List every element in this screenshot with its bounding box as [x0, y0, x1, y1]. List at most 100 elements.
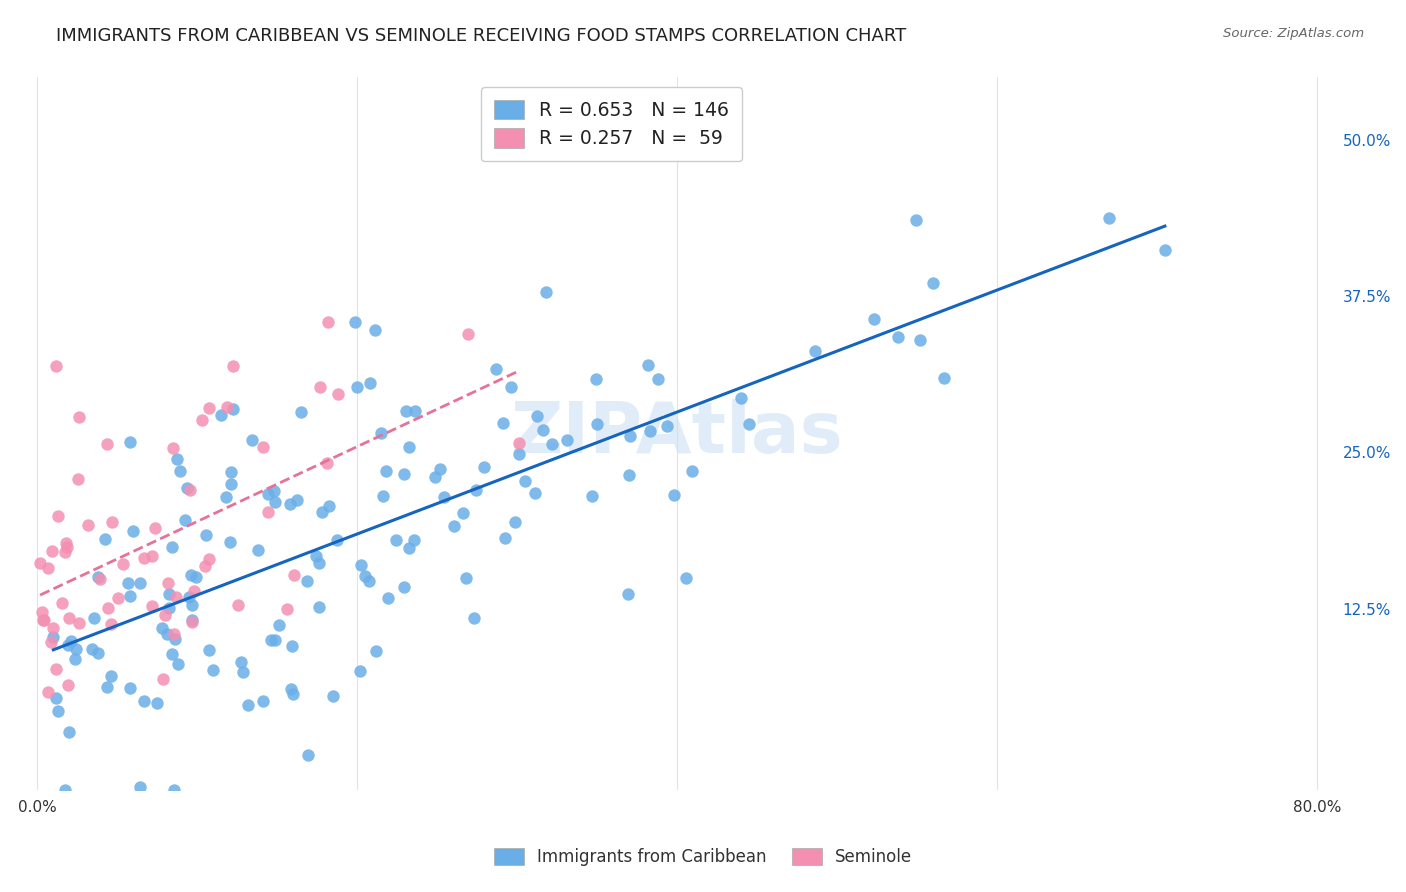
Point — [80, 642, 103, 657]
Point — [373, 489, 395, 503]
Point — [180, 599, 202, 613]
Point — [58, 611, 80, 625]
Point — [252, 440, 274, 454]
Point — [117, 575, 139, 590]
Point — [226, 599, 249, 613]
Point — [219, 465, 242, 479]
Point — [328, 386, 350, 401]
Point — [377, 591, 399, 606]
Point — [219, 477, 242, 491]
Point — [503, 516, 526, 530]
Point — [121, 524, 143, 538]
Point — [531, 423, 554, 437]
Point — [647, 372, 669, 386]
Point — [675, 571, 697, 585]
Point — [316, 315, 339, 329]
Text: Source: ZipAtlas.com: Source: ZipAtlas.com — [1223, 27, 1364, 40]
Point — [153, 608, 176, 623]
Point — [157, 575, 180, 590]
Point — [32, 613, 55, 627]
Point — [326, 533, 349, 548]
Point — [55, 540, 77, 554]
Point — [83, 611, 105, 625]
Point — [269, 618, 291, 632]
Point — [499, 380, 522, 394]
Point — [177, 590, 200, 604]
Point — [318, 499, 340, 513]
Point — [494, 532, 516, 546]
Point — [197, 401, 219, 415]
Point — [295, 574, 318, 588]
Point — [276, 602, 298, 616]
Point — [508, 447, 530, 461]
Point — [202, 663, 225, 677]
Point — [264, 632, 287, 647]
Point — [181, 615, 204, 630]
Point — [162, 648, 184, 662]
Point — [87, 646, 110, 660]
Point — [398, 440, 420, 454]
Point — [56, 678, 79, 692]
Point — [41, 543, 63, 558]
Point — [316, 456, 339, 470]
Point — [101, 515, 124, 529]
Point — [176, 481, 198, 495]
Text: IMMIGRANTS FROM CARIBBEAN VS SEMINOLE RECEIVING FOOD STAMPS CORRELATION CHART: IMMIGRANTS FROM CARIBBEAN VS SEMINOLE RE… — [56, 27, 907, 45]
Point — [540, 437, 562, 451]
Point — [163, 782, 186, 797]
Point — [209, 409, 232, 423]
Point — [260, 633, 283, 648]
Point — [738, 417, 761, 432]
Point — [385, 533, 408, 547]
Point — [616, 587, 638, 601]
Point — [637, 358, 659, 372]
Point — [370, 426, 392, 441]
Point — [181, 613, 204, 627]
Point — [162, 541, 184, 555]
Point — [492, 416, 515, 430]
Point — [281, 687, 304, 701]
Point — [453, 506, 475, 520]
Point — [89, 572, 111, 586]
Point — [194, 558, 217, 573]
Point — [429, 462, 451, 476]
Point — [129, 780, 152, 794]
Point — [100, 616, 122, 631]
Point — [42, 621, 65, 635]
Point — [159, 601, 181, 615]
Point — [730, 391, 752, 405]
Point — [146, 696, 169, 710]
Point — [1098, 211, 1121, 226]
Point — [395, 404, 418, 418]
Point — [354, 569, 377, 583]
Point — [94, 532, 117, 546]
Point — [111, 557, 134, 571]
Point — [305, 549, 328, 563]
Point — [585, 372, 607, 386]
Point — [555, 434, 578, 448]
Point — [218, 534, 240, 549]
Point — [197, 552, 219, 566]
Point — [263, 495, 285, 509]
Point — [162, 442, 184, 456]
Point — [454, 571, 477, 585]
Point — [221, 359, 243, 374]
Point — [297, 748, 319, 763]
Point — [263, 484, 285, 499]
Point — [77, 518, 100, 533]
Point — [464, 483, 486, 497]
Point — [257, 504, 280, 518]
Point — [921, 277, 943, 291]
Point — [904, 213, 927, 227]
Point — [59, 633, 82, 648]
Point — [1154, 243, 1177, 257]
Point — [280, 682, 302, 697]
Point — [350, 558, 373, 572]
Point — [163, 626, 186, 640]
Point — [229, 656, 252, 670]
Point — [45, 662, 67, 676]
Point — [163, 632, 186, 647]
Point — [322, 690, 344, 704]
Point — [664, 488, 686, 502]
Point — [585, 417, 607, 431]
